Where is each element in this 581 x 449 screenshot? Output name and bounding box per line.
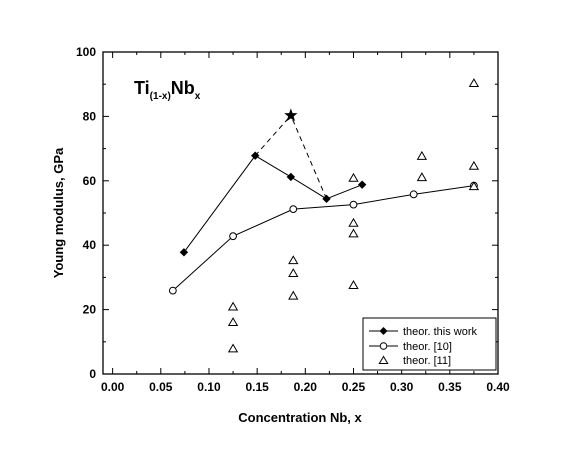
legend-label-this-work: theor. this work (403, 326, 477, 338)
x-tick-label: 0.30 (390, 380, 414, 394)
title-base-subscript: (1-x) (150, 91, 171, 102)
triangle-marker (348, 280, 359, 289)
legend-item-ref11: theor. [11] (378, 355, 451, 367)
x-tick-label: 0.40 (486, 380, 510, 394)
triangle-marker (348, 217, 359, 227)
tick-labels: 0.00 0.05 0.10 0.15 0.20 0.25 0.30 0.35 0.40 0 20 4… (76, 45, 510, 394)
star-marker (284, 108, 298, 122)
y-tick-label: 80 (83, 109, 97, 123)
diamond-marker (357, 180, 367, 189)
triangle-marker (227, 301, 239, 311)
series-1 (168, 181, 478, 295)
y-tick-label: 60 (83, 174, 97, 188)
diamond-marker (286, 172, 296, 182)
title-base: Ti (134, 78, 150, 98)
triangle-marker (288, 255, 299, 265)
y-tick-label: 40 (83, 238, 97, 252)
y-tick-label: 0 (89, 367, 96, 381)
legend-label-ref10: theor. [10] (403, 341, 452, 353)
triangle-marker (468, 181, 480, 191)
legend-marker-circle (379, 342, 388, 350)
legend: theor. this work theor. [10] theor. [11] (362, 317, 497, 371)
triangle-marker (348, 172, 359, 182)
triangle-marker (227, 317, 239, 326)
legend-item-ref10: theor. [10] (369, 341, 452, 353)
circle-marker (229, 232, 237, 241)
circle-marker (168, 286, 177, 295)
x-tick-label: 0.10 (197, 380, 221, 394)
series-2 (227, 78, 480, 353)
chart-title: Ti(1-x)Nbx (134, 78, 201, 102)
diamond-marker (179, 248, 189, 257)
triangle-marker (288, 290, 299, 300)
triangle-marker (288, 268, 299, 278)
series-0 (179, 151, 367, 257)
x-axis-label: Concentration Nb, x (238, 410, 362, 425)
title-element: Nb (171, 78, 195, 98)
title-element-subscript: x (195, 91, 201, 102)
triangle-marker (348, 228, 359, 238)
diamond-marker (251, 151, 260, 160)
x-tick-label: 0.00 (101, 380, 125, 394)
dashed-link-line (290, 115, 327, 200)
x-tick-label: 0.35 (438, 380, 462, 394)
series-line (183, 155, 363, 253)
triangle-marker (416, 150, 428, 160)
circle-marker (409, 190, 418, 199)
series-line (172, 185, 474, 291)
legend-label-ref11: theor. [11] (403, 355, 451, 367)
annotation-layer (254, 108, 327, 200)
circle-marker (289, 205, 298, 214)
x-tick-label: 0.20 (294, 380, 318, 394)
x-tick-label: 0.25 (342, 380, 366, 394)
triangle-marker (416, 172, 428, 182)
triangle-marker (227, 343, 239, 353)
circle-marker (349, 200, 358, 209)
triangle-marker (468, 78, 480, 88)
x-tick-label: 0.05 (149, 380, 173, 394)
dashed-link-line (254, 115, 292, 157)
triangle-marker (468, 160, 480, 170)
y-tick-label: 20 (83, 303, 97, 317)
y-tick-label: 100 (76, 45, 96, 59)
legend-item-this-work: theor. this work (369, 326, 477, 338)
x-tick-label: 0.15 (245, 380, 269, 394)
series-layer (168, 78, 480, 353)
y-axis-label: Young modulus, GPa (51, 147, 66, 278)
legend-marker-diamond (379, 327, 388, 335)
diamond-marker (322, 194, 331, 204)
legend-marker-triangle (378, 355, 389, 364)
